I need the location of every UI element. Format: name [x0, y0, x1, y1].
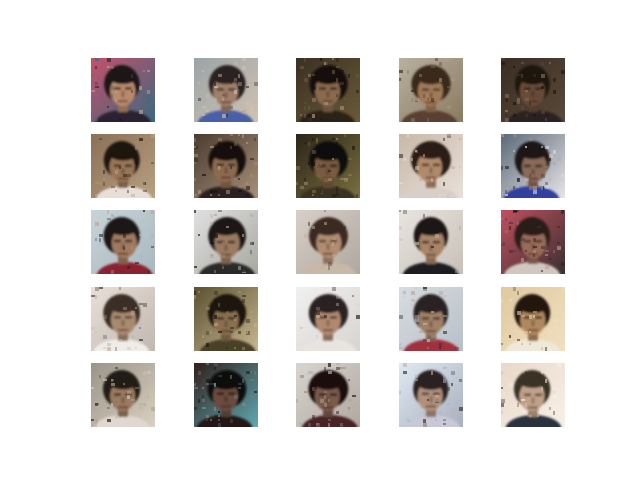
face-sample-16	[91, 287, 155, 351]
face-sample-15	[501, 210, 565, 274]
face-sample-21	[91, 363, 155, 427]
face-sample-1	[91, 58, 155, 122]
face-sample-25	[501, 363, 565, 427]
face-sample-14	[399, 210, 463, 274]
face-sample-8	[296, 134, 360, 198]
face-sample-6	[91, 134, 155, 198]
face-sample-2	[194, 58, 258, 122]
face-sample-7	[194, 134, 258, 198]
face-sample-3	[296, 58, 360, 122]
face-sample-17	[194, 287, 258, 351]
face-sample-12	[194, 210, 258, 274]
face-sample-4	[399, 58, 463, 122]
face-sample-10	[501, 134, 565, 198]
face-sample-11	[91, 210, 155, 274]
face-sample-19	[399, 287, 463, 351]
face-sample-20	[501, 287, 565, 351]
face-sample-13	[296, 210, 360, 274]
face-sample-23	[296, 363, 360, 427]
face-sample-9	[399, 134, 463, 198]
face-sample-18	[296, 287, 360, 351]
face-sample-5	[501, 58, 565, 122]
face-sample-24	[399, 363, 463, 427]
face-sample-22	[194, 363, 258, 427]
